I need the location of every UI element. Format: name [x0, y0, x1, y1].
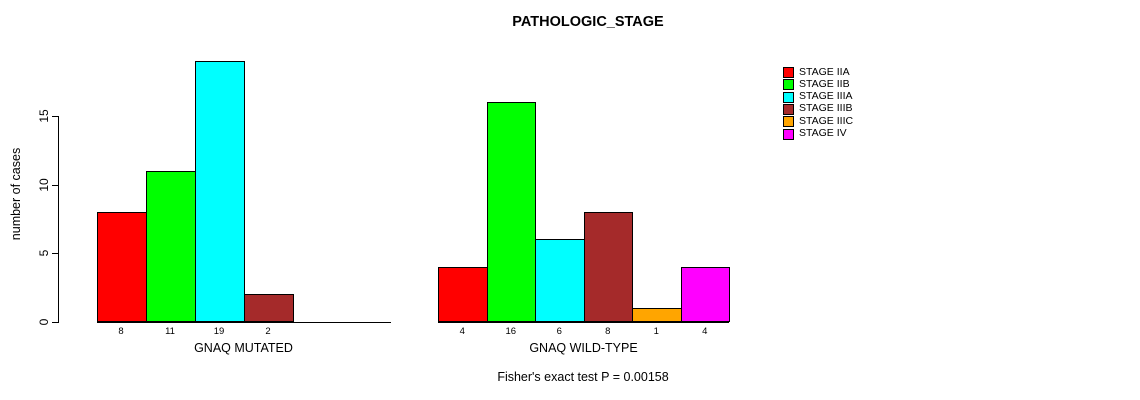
bar-value-label: 4: [459, 326, 465, 337]
bar-value-label: 16: [505, 326, 517, 337]
bar-value-label: 4: [702, 326, 708, 337]
bar-stage-iib: [486, 102, 536, 323]
legend-label: STAGE IV: [799, 127, 847, 139]
y-axis-tick-label: 15: [37, 109, 51, 123]
bar-stage-iiia: [535, 239, 585, 323]
y-axis-label: number of cases: [9, 147, 23, 241]
bar-value-label: 6: [556, 326, 562, 337]
bar-stage-iiib: [583, 211, 633, 323]
bar-value-label: 8: [605, 326, 611, 337]
bar-stage-iia: [96, 211, 147, 323]
legend-label: STAGE IIA: [799, 65, 850, 78]
bar-value-label: 8: [118, 326, 124, 337]
x-axis-group-label: GNAQ WILD-TYPE: [529, 341, 638, 355]
y-axis-tick: [52, 184, 59, 186]
bar-stage-iiia: [194, 61, 245, 323]
legend-swatch-stage-iiib: [783, 103, 794, 115]
bar-stage-iv: [680, 266, 730, 323]
bar-value-label: 19: [213, 326, 225, 337]
y-axis-tick-label: 10: [37, 177, 51, 192]
x-axis-group-label: GNAQ MUTATED: [194, 341, 293, 355]
chart-title: PATHOLOGIC_STAGE: [512, 14, 664, 30]
bar-stage-iia: [438, 266, 488, 323]
bar-stage-iiib: [243, 294, 294, 323]
legend-swatch-stage-iia: [783, 67, 794, 78]
legend-label: STAGE IIB: [799, 77, 850, 90]
y-axis-line: [58, 116, 59, 323]
legend-swatch-stage-iiic: [783, 116, 794, 128]
bar-value-label: 2: [265, 326, 271, 337]
bar-stage-iiic: [632, 307, 682, 323]
y-axis-tick-label: 0: [37, 318, 51, 325]
legend-label: STAGE IIIC: [799, 114, 854, 127]
y-axis-tick: [52, 116, 59, 117]
y-axis-tick-label: 5: [37, 249, 51, 257]
legend-swatch-stage-iib: [783, 79, 794, 91]
legend-swatch-stage-iv: [783, 128, 794, 140]
bar-value-label: 11: [165, 326, 175, 337]
legend-label: STAGE IIIA: [799, 90, 853, 103]
y-axis-tick: [52, 321, 59, 323]
stat-annotation: Fisher's exact test P = 0.00158: [497, 370, 669, 384]
y-axis-tick: [52, 253, 59, 254]
legend-label: STAGE IIIB: [799, 102, 853, 115]
bar-value-label: 1: [653, 326, 659, 337]
legend-swatch-stage-iiia: [783, 91, 794, 103]
bar-stage-iib: [145, 170, 196, 323]
